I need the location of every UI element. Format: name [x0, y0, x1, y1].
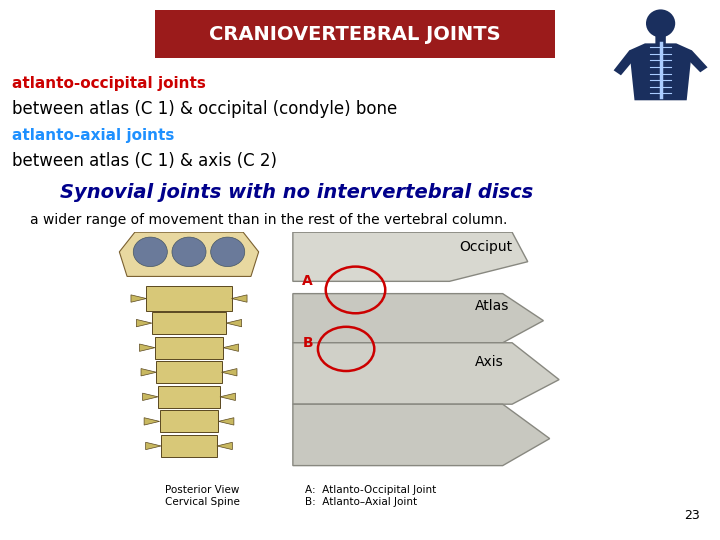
Polygon shape [629, 36, 692, 100]
Text: CRANIOVERTEBRAL JOINTS: CRANIOVERTEBRAL JOINTS [210, 24, 501, 44]
Ellipse shape [211, 237, 245, 267]
Polygon shape [293, 404, 549, 465]
Polygon shape [140, 344, 155, 352]
Polygon shape [226, 320, 242, 327]
Bar [152, 312, 226, 334]
Polygon shape [222, 369, 237, 376]
Ellipse shape [646, 9, 675, 37]
Text: Atlas: Atlas [474, 299, 509, 313]
Polygon shape [220, 393, 235, 401]
Bar [155, 10, 555, 58]
Text: A: A [302, 274, 313, 288]
Polygon shape [141, 369, 156, 376]
Polygon shape [136, 320, 152, 327]
Polygon shape [293, 343, 559, 404]
Text: Posterior View
Cervical Spine: Posterior View Cervical Spine [165, 485, 240, 507]
Text: Synovial joints with no intervertebral discs: Synovial joints with no intervertebral d… [60, 183, 534, 202]
Polygon shape [232, 295, 247, 302]
Polygon shape [613, 50, 638, 75]
Text: a wider range of movement than in the rest of the vertebral column.: a wider range of movement than in the re… [30, 213, 508, 227]
Polygon shape [218, 418, 234, 425]
Polygon shape [144, 418, 160, 425]
Text: between atlas (C 1) & occipital (condyle) bone: between atlas (C 1) & occipital (condyle… [12, 100, 397, 118]
Polygon shape [217, 442, 233, 450]
Text: between atlas (C 1) & axis (C 2): between atlas (C 1) & axis (C 2) [12, 152, 277, 170]
Bar [158, 386, 220, 408]
Polygon shape [683, 50, 708, 72]
Bar [161, 435, 217, 457]
Text: atlanto-axial joints: atlanto-axial joints [12, 128, 174, 143]
Polygon shape [143, 393, 158, 401]
Polygon shape [120, 232, 258, 276]
Polygon shape [223, 344, 238, 352]
Ellipse shape [133, 237, 167, 267]
Text: Occiput: Occiput [459, 240, 512, 254]
Polygon shape [131, 295, 146, 302]
Text: atlanto-occipital joints: atlanto-occipital joints [12, 76, 206, 91]
Bar [155, 336, 223, 359]
Bar [146, 286, 232, 311]
Text: B: B [302, 336, 313, 350]
Bar [160, 410, 218, 433]
Text: Axis: Axis [474, 355, 503, 369]
Polygon shape [293, 294, 544, 343]
Text: A:  Atlanto-Occipital Joint
B:  Atlanto–Axial Joint: A: Atlanto-Occipital Joint B: Atlanto–Ax… [305, 485, 436, 507]
Ellipse shape [172, 237, 206, 267]
Bar [156, 361, 222, 383]
Polygon shape [293, 232, 528, 281]
Polygon shape [145, 442, 161, 450]
Text: 23: 23 [684, 509, 700, 522]
